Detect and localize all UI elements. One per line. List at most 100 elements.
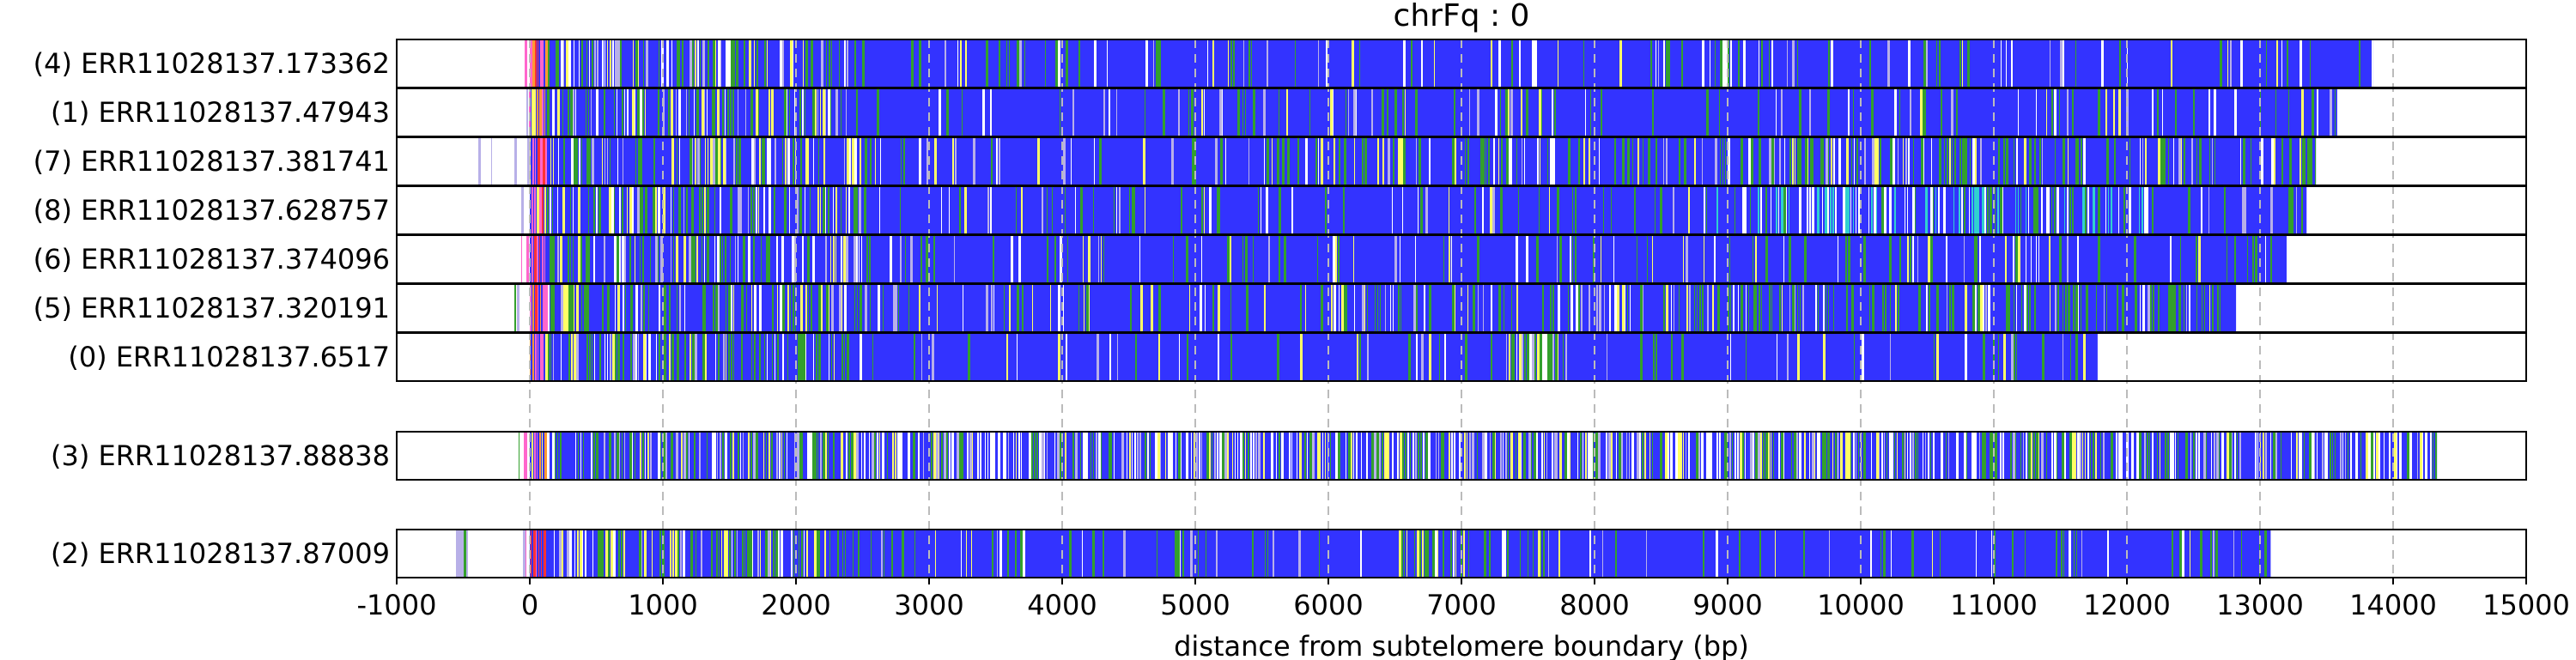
read-stripe	[831, 39, 832, 88]
read-stripe	[743, 432, 744, 480]
read-stripe	[1477, 432, 1478, 480]
read-stripe	[1508, 88, 1510, 136]
read-stripe	[1965, 284, 1967, 332]
read-stripe	[2203, 432, 2206, 480]
read-stripe	[568, 235, 569, 283]
read-stripe	[691, 186, 694, 234]
read-stripe	[767, 137, 769, 185]
read-stripe	[1863, 235, 1866, 283]
read-stripe	[738, 432, 739, 480]
read-stripe	[810, 186, 811, 234]
read-stripe	[530, 333, 531, 381]
read-stripe	[1452, 137, 1455, 185]
read-stripe	[714, 432, 716, 480]
read-stripe	[1047, 235, 1048, 283]
read-stripe	[2359, 39, 2360, 88]
read-stripe	[2008, 284, 2010, 332]
read-stripe	[1312, 432, 1315, 480]
read-stripe	[1563, 333, 1564, 381]
read-stripe	[521, 235, 522, 283]
read-stripe	[1007, 530, 1009, 578]
read-stripe	[1307, 432, 1308, 480]
read-stripe	[1453, 530, 1455, 578]
read-stripe	[1510, 432, 1513, 480]
read-stripe	[1990, 186, 1992, 234]
read-stripe	[702, 39, 705, 88]
read-stripe	[1952, 137, 1953, 185]
read-stripe	[562, 530, 563, 578]
read-stripe	[2075, 137, 2078, 185]
read-stripe	[1552, 284, 1554, 332]
x-tick-label: 3000	[894, 589, 963, 621]
read-stripe	[1168, 432, 1170, 480]
read-stripe	[999, 39, 1000, 88]
read-stripe	[2149, 432, 2150, 480]
read-stripe	[2296, 432, 2298, 480]
read-row	[456, 530, 2271, 578]
read-stripe	[733, 284, 734, 332]
read-stripe	[2116, 432, 2117, 480]
row-label: (5) ERR11028137.320191	[33, 292, 390, 324]
read-row	[525, 39, 2373, 88]
read-stripe	[1362, 137, 1364, 185]
read-stripe	[2182, 530, 2184, 578]
read-stripe	[718, 137, 720, 185]
read-stripe	[1009, 284, 1011, 332]
read-stripe	[579, 137, 580, 185]
read-stripe	[1097, 333, 1099, 381]
read-stripe	[782, 333, 784, 381]
read-stripe	[731, 284, 732, 332]
read-stripe	[1485, 432, 1487, 480]
read-stripe	[1171, 137, 1174, 185]
read-stripe	[764, 137, 765, 185]
read-stripe	[645, 186, 647, 234]
read-stripe	[642, 186, 643, 234]
read-stripe	[1971, 432, 1974, 480]
read-stripe	[1189, 284, 1190, 332]
read-stripe	[594, 39, 596, 88]
read-stripe	[2069, 186, 2071, 234]
read-stripe	[1928, 235, 1930, 283]
read-stripe	[1812, 186, 1814, 234]
read-stripe	[807, 432, 810, 480]
read-stripe	[1988, 284, 1990, 332]
read-stripe	[1719, 432, 1721, 480]
read-stripe	[854, 284, 855, 332]
read-stripe	[680, 530, 682, 578]
read-stripe	[1660, 186, 1662, 234]
read-stripe	[544, 235, 545, 283]
row-label: (4) ERR11028137.173362	[33, 47, 390, 80]
read-stripe	[1242, 432, 1244, 480]
read-stripe	[1537, 333, 1540, 381]
read-stripe	[2033, 186, 2036, 234]
read-stripe	[1732, 432, 1733, 480]
read-stripe	[715, 137, 718, 185]
read-stripe	[774, 186, 775, 234]
read-stripe	[1488, 137, 1490, 185]
read-stripe	[2067, 186, 2069, 234]
read-stripe	[2041, 432, 2044, 480]
read-stripe	[972, 432, 973, 480]
read-stripe	[461, 530, 464, 578]
read-stripe	[1934, 333, 1935, 381]
read-stripe	[2288, 88, 2289, 136]
read-stripe	[695, 333, 697, 381]
read-stripe	[614, 88, 615, 136]
read-stripe	[2054, 186, 2056, 234]
read-stripe	[2083, 137, 2086, 185]
read-stripe	[2114, 137, 2116, 185]
read-stripe	[561, 333, 562, 381]
read-stripe	[768, 530, 770, 578]
read-stripe	[1137, 432, 1139, 480]
read-stripe	[1598, 432, 1601, 480]
read-stripe	[854, 186, 856, 234]
read-stripe	[583, 432, 584, 480]
read-stripe	[1576, 284, 1578, 332]
read-stripe	[910, 235, 913, 283]
read-stripe	[1604, 284, 1605, 332]
read-stripe	[1417, 530, 1419, 578]
read-stripe	[1541, 88, 1542, 136]
read-stripe	[2013, 432, 2015, 480]
read-stripe	[2129, 186, 2131, 234]
